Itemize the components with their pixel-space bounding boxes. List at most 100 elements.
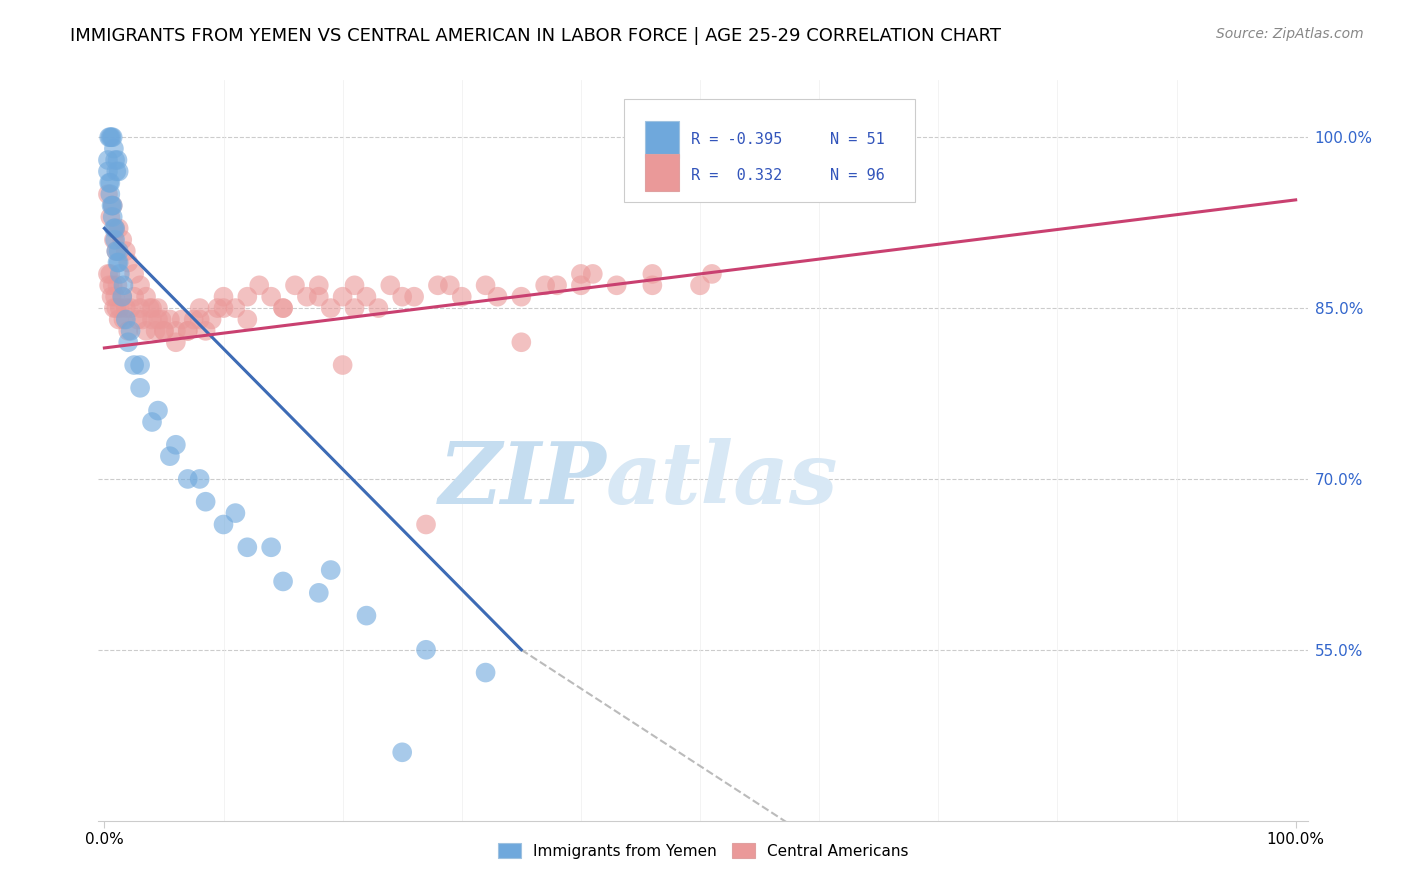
Point	[247, 278, 270, 293]
Point	[127, 312, 149, 326]
Text: R =  0.332: R = 0.332	[690, 168, 782, 183]
Point	[98, 130, 121, 145]
Point	[101, 278, 124, 293]
Point	[104, 221, 127, 235]
Point	[165, 335, 187, 350]
Point	[153, 324, 176, 338]
Point	[380, 278, 402, 293]
Point	[103, 142, 125, 156]
Point	[107, 153, 129, 167]
FancyBboxPatch shape	[624, 99, 915, 202]
Point	[606, 278, 628, 293]
Point	[236, 312, 259, 326]
Point	[129, 278, 152, 293]
Point	[145, 324, 167, 338]
Point	[129, 381, 152, 395]
Point	[108, 301, 131, 315]
Point	[367, 301, 389, 315]
Point	[343, 301, 366, 315]
Point	[103, 233, 125, 247]
Point	[153, 324, 176, 338]
Point	[700, 267, 723, 281]
Point	[159, 449, 181, 463]
Point	[135, 324, 157, 338]
Point	[107, 255, 129, 269]
Point	[103, 301, 125, 315]
Point	[260, 541, 283, 555]
Point	[295, 290, 318, 304]
Point	[641, 278, 664, 293]
Point	[271, 301, 294, 315]
Point	[141, 301, 163, 315]
Point	[391, 290, 413, 304]
Point	[284, 278, 307, 293]
Point	[308, 586, 330, 600]
Point	[474, 278, 496, 293]
Point	[569, 278, 592, 293]
Legend: Immigrants from Yemen, Central Americans: Immigrants from Yemen, Central Americans	[492, 837, 914, 865]
Point	[120, 301, 142, 315]
Point	[98, 130, 121, 145]
Point	[224, 506, 246, 520]
Point	[356, 290, 378, 304]
Point	[159, 312, 181, 326]
Point	[122, 267, 145, 281]
Text: N = 51: N = 51	[830, 132, 884, 147]
Point	[450, 290, 472, 304]
Point	[200, 312, 222, 326]
Point	[107, 255, 129, 269]
Point	[582, 267, 605, 281]
Point	[236, 290, 259, 304]
Point	[107, 312, 129, 326]
Point	[107, 164, 129, 178]
Point	[165, 438, 187, 452]
Point	[486, 290, 509, 304]
Point	[177, 324, 200, 338]
Point	[308, 290, 330, 304]
Point	[105, 244, 128, 259]
Point	[104, 290, 127, 304]
Point	[260, 290, 283, 304]
Text: ZIP: ZIP	[439, 438, 606, 522]
Point	[415, 642, 437, 657]
Point	[212, 517, 235, 532]
Point	[114, 312, 136, 326]
Text: N = 96: N = 96	[830, 168, 884, 183]
Text: IMMIGRANTS FROM YEMEN VS CENTRAL AMERICAN IN LABOR FORCE | AGE 25-29 CORRELATION: IMMIGRANTS FROM YEMEN VS CENTRAL AMERICA…	[70, 27, 1001, 45]
Point	[426, 278, 449, 293]
Point	[308, 278, 330, 293]
Point	[98, 267, 121, 281]
Point	[98, 176, 121, 190]
Point	[122, 358, 145, 372]
Point	[569, 267, 592, 281]
Point	[105, 164, 128, 178]
Point	[641, 267, 664, 281]
Point	[112, 312, 135, 326]
Point	[546, 278, 568, 293]
Point	[117, 335, 139, 350]
Point	[343, 278, 366, 293]
Point	[135, 290, 157, 304]
Point	[141, 312, 163, 326]
Point	[271, 301, 294, 315]
Point	[117, 324, 139, 338]
Point	[319, 563, 342, 577]
Point	[510, 290, 533, 304]
FancyBboxPatch shape	[645, 121, 679, 158]
Point	[212, 290, 235, 304]
Point	[117, 255, 139, 269]
Point	[107, 244, 129, 259]
Point	[100, 198, 122, 212]
Point	[170, 312, 193, 326]
Text: Source: ZipAtlas.com: Source: ZipAtlas.com	[1216, 27, 1364, 41]
Point	[104, 233, 127, 247]
Point	[103, 221, 125, 235]
Point	[183, 312, 205, 326]
Point	[212, 301, 235, 315]
Point	[271, 574, 294, 589]
Point	[101, 130, 124, 145]
Point	[165, 324, 187, 338]
Point	[138, 301, 160, 315]
Point	[415, 517, 437, 532]
Point	[100, 290, 122, 304]
